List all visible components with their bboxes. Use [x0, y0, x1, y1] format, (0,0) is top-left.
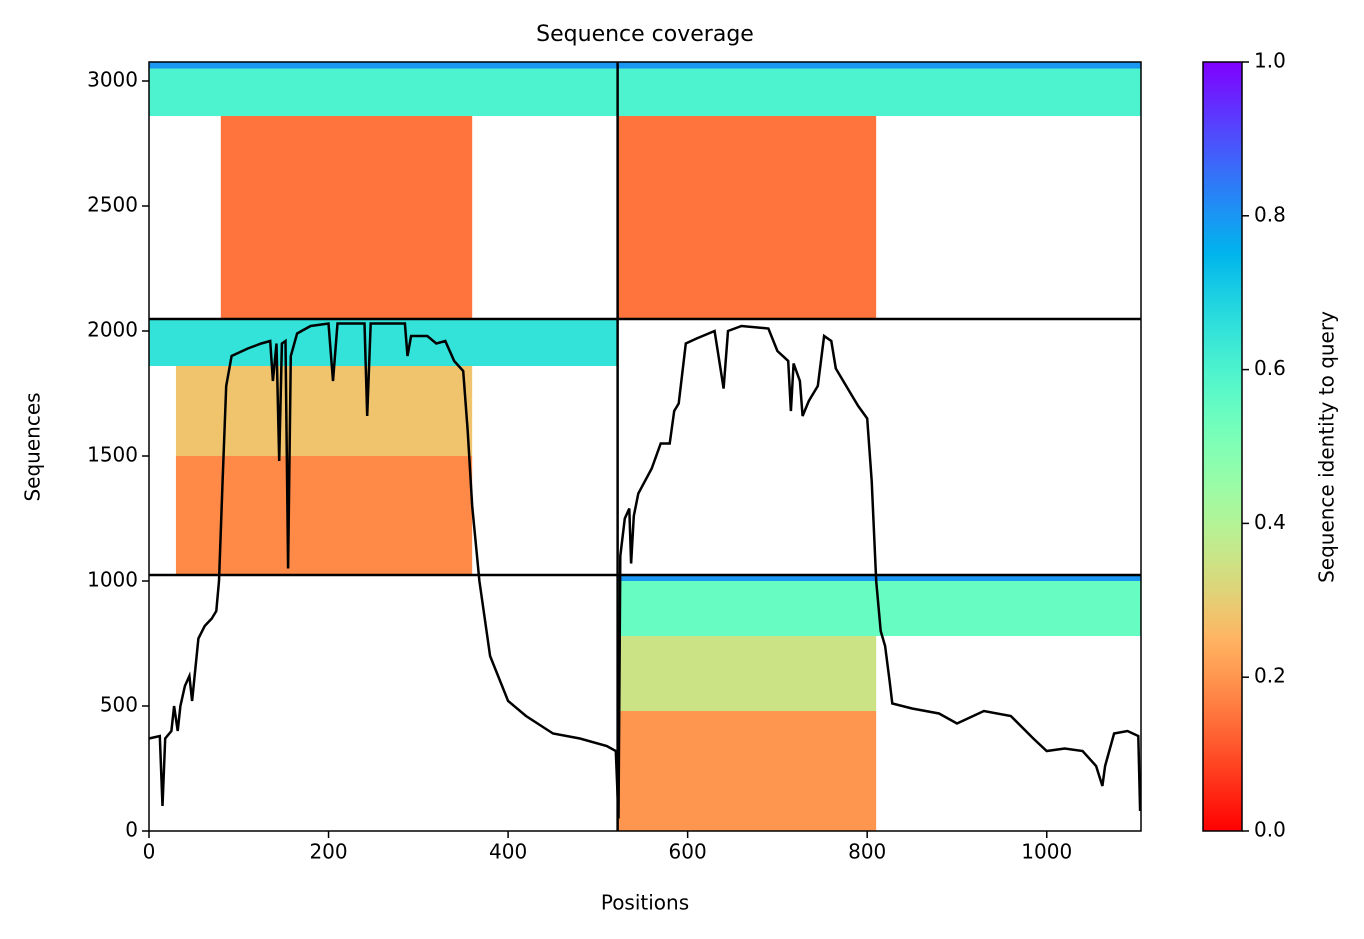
y-tick-label: 3000 [87, 68, 138, 92]
coverage-block [175, 366, 473, 456]
plot-frame [148, 61, 1142, 832]
coverage-block [617, 575, 1141, 581]
chart-title: Sequence coverage [536, 22, 754, 47]
x-tick-label: 1000 [1021, 840, 1072, 864]
y-tick-label: 500 [100, 693, 138, 717]
colorbar-tick-label: 0.8 [1254, 202, 1286, 226]
x-tick-label: 0 [143, 840, 156, 864]
coverage-block [149, 62, 618, 116]
y-tick-label: 1500 [87, 443, 138, 467]
x-tick-label: 400 [489, 840, 527, 864]
colorbar-tick-label: 0.2 [1254, 664, 1286, 688]
colorbar-tick-label: 0.0 [1254, 818, 1286, 842]
coverage-block [149, 319, 618, 366]
coverage-block [617, 62, 1141, 116]
x-tick-label: 800 [848, 840, 886, 864]
coverage-block [617, 62, 1141, 69]
coverage-block [149, 62, 618, 69]
y-tick-label: 2000 [87, 318, 138, 342]
x-tick-label: 600 [669, 840, 707, 864]
y-tick-label: 2500 [87, 193, 138, 217]
colorbar [1202, 61, 1243, 832]
colorbar-tick-label: 0.4 [1254, 510, 1286, 534]
coverage-block [617, 116, 877, 319]
y-axis-label: Sequences [21, 392, 45, 501]
coverage-line [148, 322, 1142, 819]
colorbar-tick-label: 1.0 [1254, 49, 1286, 73]
colorbar-tick-label: 0.6 [1254, 356, 1286, 380]
coverage-block [617, 711, 877, 831]
x-tick-label: 200 [309, 840, 347, 864]
y-tick-label: 0 [125, 818, 138, 842]
coverage-block [175, 456, 473, 575]
coverage-block [220, 116, 473, 319]
colorbar-label: Sequence identity to query [1315, 311, 1339, 583]
y-tick-label: 1000 [87, 568, 138, 592]
x-axis-label: Positions [601, 891, 689, 915]
coverage-block [617, 636, 877, 711]
